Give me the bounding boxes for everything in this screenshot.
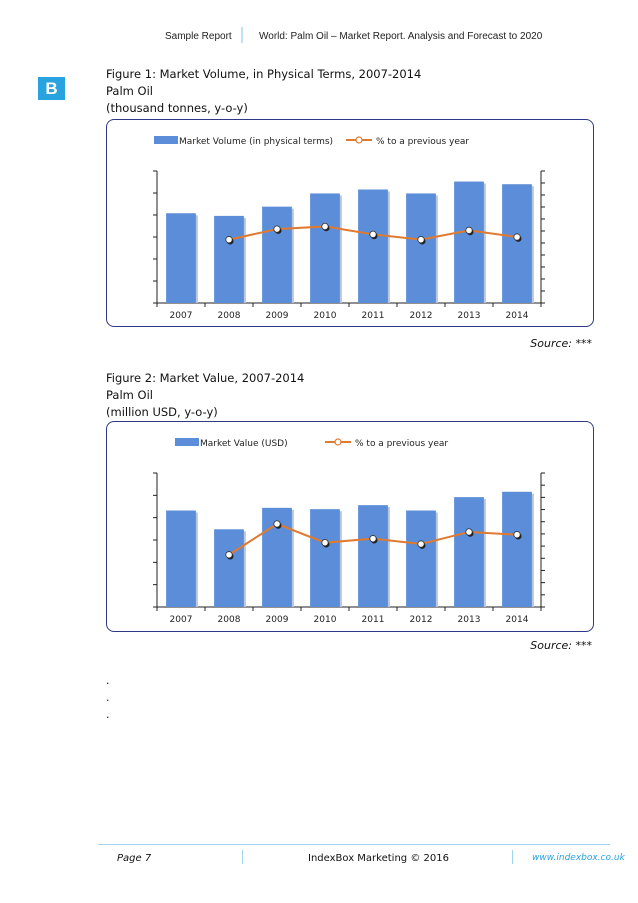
x-tick-label: 2007 <box>170 311 193 321</box>
x-tick-label: 2011 <box>362 311 385 321</box>
line-point <box>513 531 521 539</box>
x-tick-label: 2012 <box>410 615 433 625</box>
x-tick-label: 2008 <box>218 615 241 625</box>
bar <box>454 497 484 607</box>
line-point <box>465 528 473 536</box>
x-tick-label: 2011 <box>362 615 385 625</box>
legend-line-marker <box>355 136 363 144</box>
line-point <box>321 222 329 231</box>
footer-divider <box>512 850 513 864</box>
indexbox-logo-icon: B <box>38 77 65 100</box>
x-tick-label: 2014 <box>506 311 529 321</box>
x-tick-label: 2008 <box>218 311 241 321</box>
figure-1-title: Figure 1: Market Volume, in Physical Ter… <box>106 67 422 81</box>
line-point <box>417 236 425 244</box>
bar <box>502 491 532 607</box>
bar <box>502 184 532 303</box>
footer-rule <box>98 844 610 845</box>
legend-bar-label: Market Volume (in physical terms) <box>179 137 333 147</box>
x-tick-label: 2012 <box>410 311 433 321</box>
line-point <box>225 551 233 559</box>
line-point <box>273 225 281 233</box>
x-tick-label: 2009 <box>266 311 289 321</box>
footer-copyright: IndexBox Marketing © 2016 <box>308 853 449 864</box>
bar <box>310 509 340 607</box>
figure-2-product: Palm Oil <box>106 388 153 402</box>
line-point <box>465 226 473 235</box>
ellipsis-dot: . <box>106 691 110 704</box>
x-tick-label: 2010 <box>314 311 337 321</box>
line-point <box>369 230 377 238</box>
figure-2-chart: Market Value (USD) % to a previous year 20… <box>153 438 545 625</box>
line-point <box>225 236 233 244</box>
bar <box>454 181 484 303</box>
bar <box>166 213 196 303</box>
x-tick-label: 2009 <box>266 615 289 625</box>
bar <box>214 215 244 303</box>
ellipsis-dot: . <box>106 708 110 721</box>
x-tick-label: 2007 <box>170 615 193 625</box>
footer-divider <box>242 850 243 864</box>
figure-2-title: Figure 2: Market Value, 2007-2014 <box>106 371 305 385</box>
bar <box>214 529 244 607</box>
bar <box>406 193 436 303</box>
line-point <box>321 539 329 547</box>
header-report-type: Sample Report <box>165 31 232 42</box>
bar <box>358 189 388 303</box>
x-tick-label: 2013 <box>458 311 481 321</box>
ellipsis-dot: . <box>106 674 110 687</box>
figure-2-source: Source: *** <box>530 639 592 652</box>
x-tick-label: 2013 <box>458 615 481 625</box>
bar <box>406 510 436 607</box>
header-report-title: World: Palm Oil – Market Report. Analysi… <box>259 31 543 42</box>
legend-line-marker <box>334 438 342 446</box>
figure-1-product: Palm Oil <box>106 84 153 98</box>
figure-1-chart: Market Volume (in physical terms) % to a … <box>153 136 545 321</box>
legend-line-label: % to a previous year <box>355 439 448 449</box>
figure-2-units: (million USD, y-o-y) <box>106 405 218 419</box>
line-point <box>513 233 521 241</box>
footer-page-number: Page 7 <box>117 853 152 864</box>
line-point <box>369 535 377 543</box>
line-point <box>273 520 281 528</box>
bar <box>166 510 196 607</box>
bar <box>310 193 340 303</box>
figure-1-source: Source: *** <box>530 337 592 350</box>
x-tick-label: 2014 <box>506 615 529 625</box>
legend-bar-swatch <box>175 438 199 446</box>
bar <box>262 206 292 303</box>
header-divider <box>241 27 243 43</box>
footer-website-link[interactable]: www.indexbox.co.uk <box>532 853 625 863</box>
figure-2-chart-panel: Market Value (USD) % to a previous year 20… <box>106 421 594 632</box>
legend-bar-swatch <box>154 136 178 144</box>
x-tick-label: 2010 <box>314 615 337 625</box>
line-point <box>417 540 425 548</box>
figure-1-chart-panel: Market Volume (in physical terms) % to a … <box>106 119 594 327</box>
legend-bar-label: Market Value (USD) <box>200 439 288 449</box>
legend-line-label: % to a previous year <box>376 137 469 147</box>
figure-1-units: (thousand tonnes, y-o-y) <box>106 101 248 115</box>
bar <box>358 505 388 607</box>
